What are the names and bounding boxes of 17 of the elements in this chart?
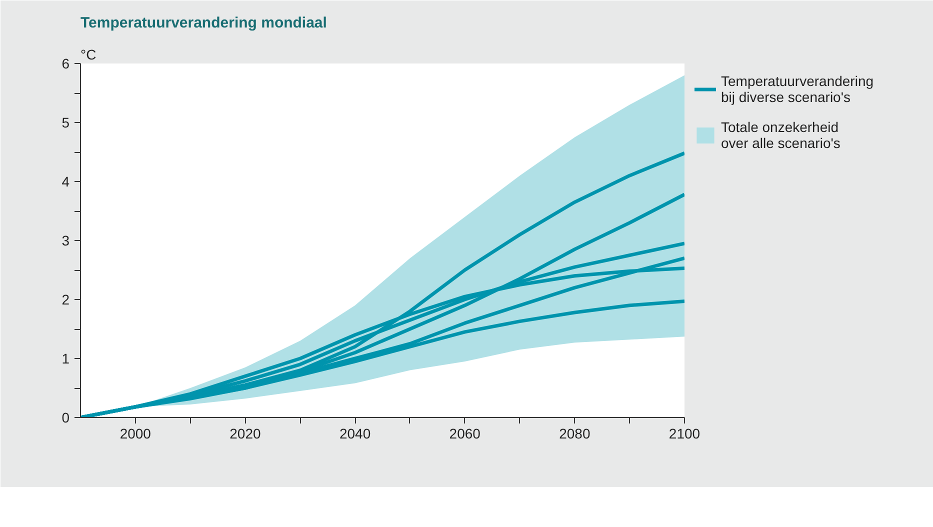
x-tick-label: 2040	[339, 426, 371, 442]
y-tick-label: 2	[62, 292, 70, 308]
x-tick-label: 2080	[559, 426, 590, 442]
legend-label: Totale onzekerheid over alle scenario's	[721, 119, 840, 151]
x-tick-label: 2000	[120, 426, 152, 442]
y-tick-label: 6	[62, 56, 70, 72]
y-tick-label: 1	[62, 350, 70, 366]
y-tick-label: 3	[62, 232, 70, 248]
y-axis-title: °C	[80, 46, 96, 62]
x-tick-label: 2100	[668, 426, 700, 442]
y-tick-label: 5	[62, 114, 70, 130]
legend-label: Temperatuurverandering bij diverse scenario's	[721, 73, 874, 105]
chart-title: Temperatuurverandering mondiaal	[80, 14, 327, 32]
x-tick-label: 2020	[230, 426, 262, 442]
x-tick-label: 2060	[449, 426, 481, 442]
y-tick-label: 4	[62, 174, 70, 190]
y-tick-label: 0	[62, 410, 70, 426]
